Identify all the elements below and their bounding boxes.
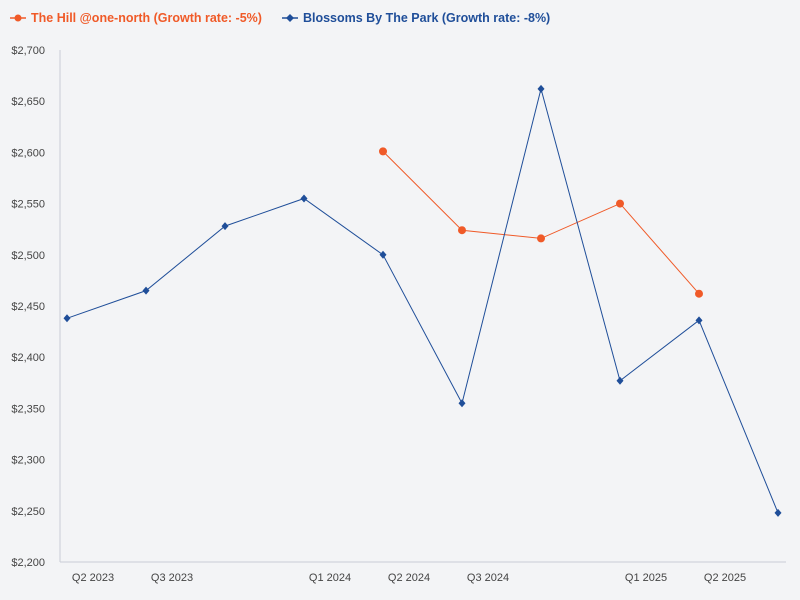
chart-legend: The Hill @one-north (Growth rate: -5%) B…: [10, 9, 550, 27]
circle-marker-icon: [10, 14, 26, 22]
x-tick-label: Q2 2025: [704, 572, 746, 584]
data-point[interactable]: [379, 147, 387, 156]
data-point[interactable]: [458, 226, 466, 235]
y-tick-label: $2,450: [11, 301, 45, 313]
legend-item-the-hill[interactable]: The Hill @one-north (Growth rate: -5%): [10, 11, 262, 25]
data-point[interactable]: [616, 376, 624, 385]
legend-item-blossoms[interactable]: Blossoms By The Park (Growth rate: -8%): [281, 11, 551, 25]
y-tick-label: $2,650: [11, 96, 45, 108]
data-point[interactable]: [774, 508, 782, 517]
data-point[interactable]: [537, 84, 545, 93]
legend-label-blossoms: Blossoms By The Park (Growth rate: -8%): [302, 11, 551, 25]
y-tick-label: $2,400: [11, 352, 45, 364]
y-tick-label: $2,300: [11, 455, 45, 467]
data-point[interactable]: [537, 234, 545, 243]
x-tick-label: Q1 2024: [309, 572, 351, 584]
data-point[interactable]: [379, 250, 387, 259]
data-point[interactable]: [616, 199, 624, 208]
x-tick-label: Q2 2024: [388, 572, 430, 584]
y-tick-label: $2,500: [11, 250, 45, 262]
x-tick-label: Q1 2025: [625, 572, 667, 584]
x-tick-label: Q3 2023: [151, 572, 193, 584]
data-point[interactable]: [695, 289, 703, 298]
data-point[interactable]: [221, 222, 229, 231]
data-point[interactable]: [695, 316, 703, 325]
y-tick-label: $2,600: [11, 147, 45, 159]
diamond-marker-icon: [281, 14, 298, 22]
data-point[interactable]: [142, 286, 150, 295]
y-tick-label: $2,700: [11, 45, 45, 57]
x-tick-label: Q2 2023: [72, 572, 114, 584]
y-tick-label: $2,550: [11, 199, 45, 211]
data-point[interactable]: [300, 194, 308, 203]
y-tick-label: $2,200: [11, 557, 45, 569]
y-tick-label: $2,250: [11, 506, 45, 518]
data-point[interactable]: [458, 399, 466, 408]
series-line-1: [382, 151, 700, 295]
x-tick-label: Q3 2024: [467, 572, 509, 584]
legend-label-the-hill: The Hill @one-north (Growth rate: -5%): [31, 11, 262, 25]
y-tick-label: $2,350: [11, 403, 45, 415]
series-line-2: [66, 86, 779, 514]
data-point[interactable]: [63, 314, 71, 323]
